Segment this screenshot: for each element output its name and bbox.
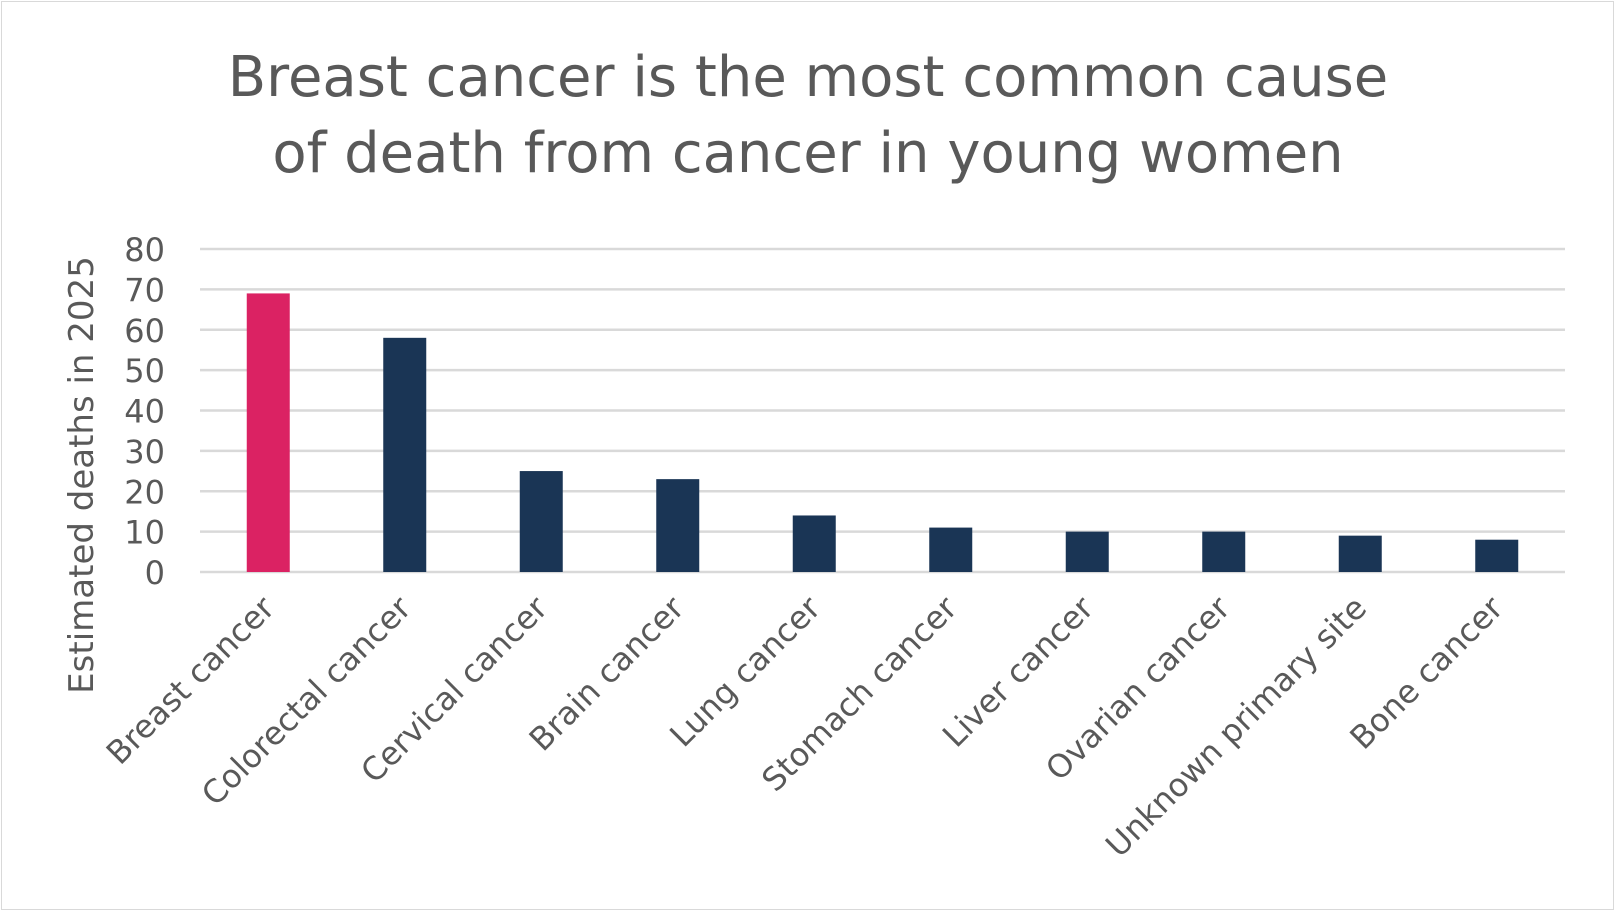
bar-unknown-primary-site xyxy=(1338,535,1382,572)
bar-lung-cancer xyxy=(792,515,836,572)
y-tick-label: 20 xyxy=(124,473,165,511)
y-tick-label: 50 xyxy=(124,352,165,390)
bar-ovarian-cancer xyxy=(1202,531,1246,572)
bar-breast-cancer xyxy=(246,293,290,572)
bar-cervical-cancer xyxy=(519,471,563,572)
chart-title-line-1: Breast cancer is the most common cause xyxy=(228,45,1389,110)
bar-liver-cancer xyxy=(1065,531,1109,572)
y-tick-label: 80 xyxy=(124,231,165,269)
y-tick-label: 30 xyxy=(124,433,165,471)
bar-bone-cancer xyxy=(1475,539,1519,572)
y-axis-label: Estimated deaths in 2025 xyxy=(62,256,102,694)
y-tick-label: 0 xyxy=(145,554,165,592)
y-tick-label: 40 xyxy=(124,393,165,431)
y-tick-label: 60 xyxy=(124,312,165,350)
y-tick-label: 10 xyxy=(124,514,165,552)
x-tick-label: Unknown primary site xyxy=(1098,589,1374,865)
chart-title-line-2: of death from cancer in young women xyxy=(272,121,1343,186)
bar-colorectal-cancer xyxy=(383,337,427,572)
bar-stomach-cancer xyxy=(929,527,973,572)
bar-brain-cancer xyxy=(656,479,700,572)
y-tick-label: 70 xyxy=(124,271,165,309)
